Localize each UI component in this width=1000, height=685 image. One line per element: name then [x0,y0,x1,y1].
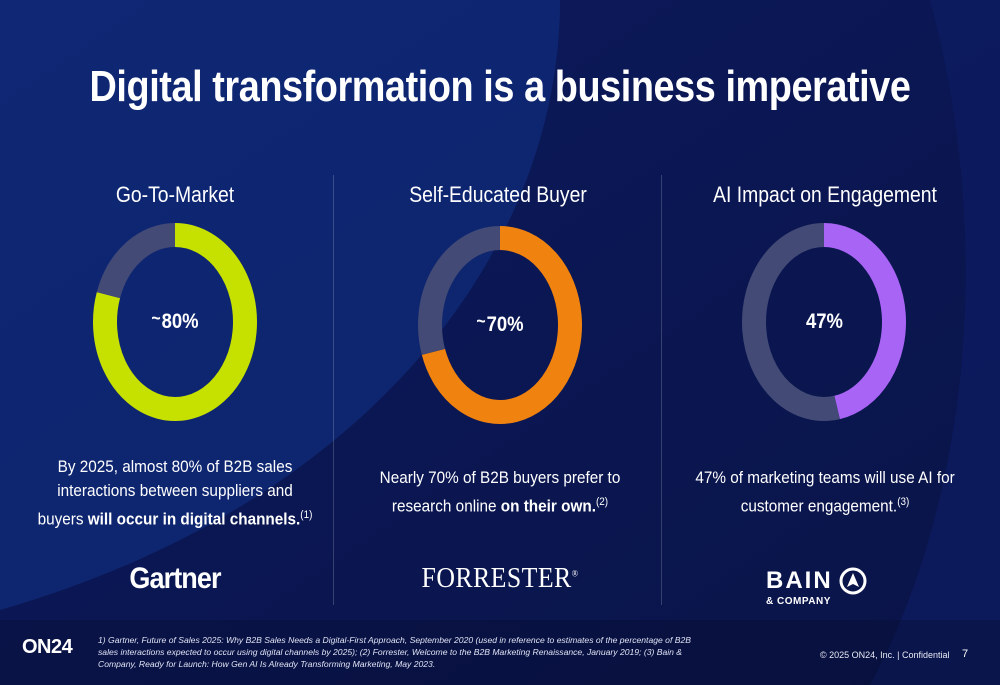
donut-value-segment [823,223,906,420]
donut-remainder-segment [96,223,176,299]
donut-percent-label: 47% [805,310,843,333]
donut-svg [93,223,257,421]
column-divider [661,175,662,605]
donut-chart-self-educated-buyer: ~70% [415,225,585,425]
footnote: 1) Gartner, Future of Sales 2025: Why B2… [98,635,691,669]
column-self-educated-buyer: Self-Educated Buyer [333,178,663,208]
bain-compass-icon [839,567,867,595]
forrester-logo: FORRESTER® [421,563,579,594]
page-number: 7 [962,648,969,660]
donut-remainder-segment [742,223,840,421]
on24-logo: ON24 [22,636,73,658]
column-ai-impact: AI Impact on Engagement [660,178,990,208]
donut-chart-go-to-market: ~80% [90,222,260,422]
donut-value-segment [421,226,582,424]
donut-svg [418,226,582,424]
bain-company-logo: BAIN & COMPANY [766,566,886,607]
column-heading: Self-Educated Buyer [409,182,587,207]
donut-chart-ai-impact: 47% [739,222,909,422]
donut-percent-label: ~80% [151,308,199,333]
donut-value-segment [93,223,257,421]
statistic-description: 47% of marketing teams will use AI for c… [695,468,955,516]
column-heading: AI Impact on Engagement [713,182,937,207]
statistic-description: By 2025, almost 80% of B2B sales interac… [37,457,313,529]
column-divider [333,175,334,605]
column-go-to-market: Go-To-Market [10,178,340,208]
donut-svg [742,223,906,421]
donut-remainder-segment [418,226,501,355]
column-heading: Go-To-Market [115,182,235,207]
bain-logo-subtext: & COMPANY [766,596,831,607]
copyright-notice: © 2025 ON24, Inc. | Confidential [820,650,950,660]
gartner-logo: Gartner [129,562,221,595]
bain-logo-text: BAIN [766,567,833,594]
slide-title: Digital transformation is a business imp… [89,62,911,111]
donut-percent-label: ~70% [476,311,524,336]
statistic-description: Nearly 70% of B2B buyers prefer to resea… [379,468,621,516]
